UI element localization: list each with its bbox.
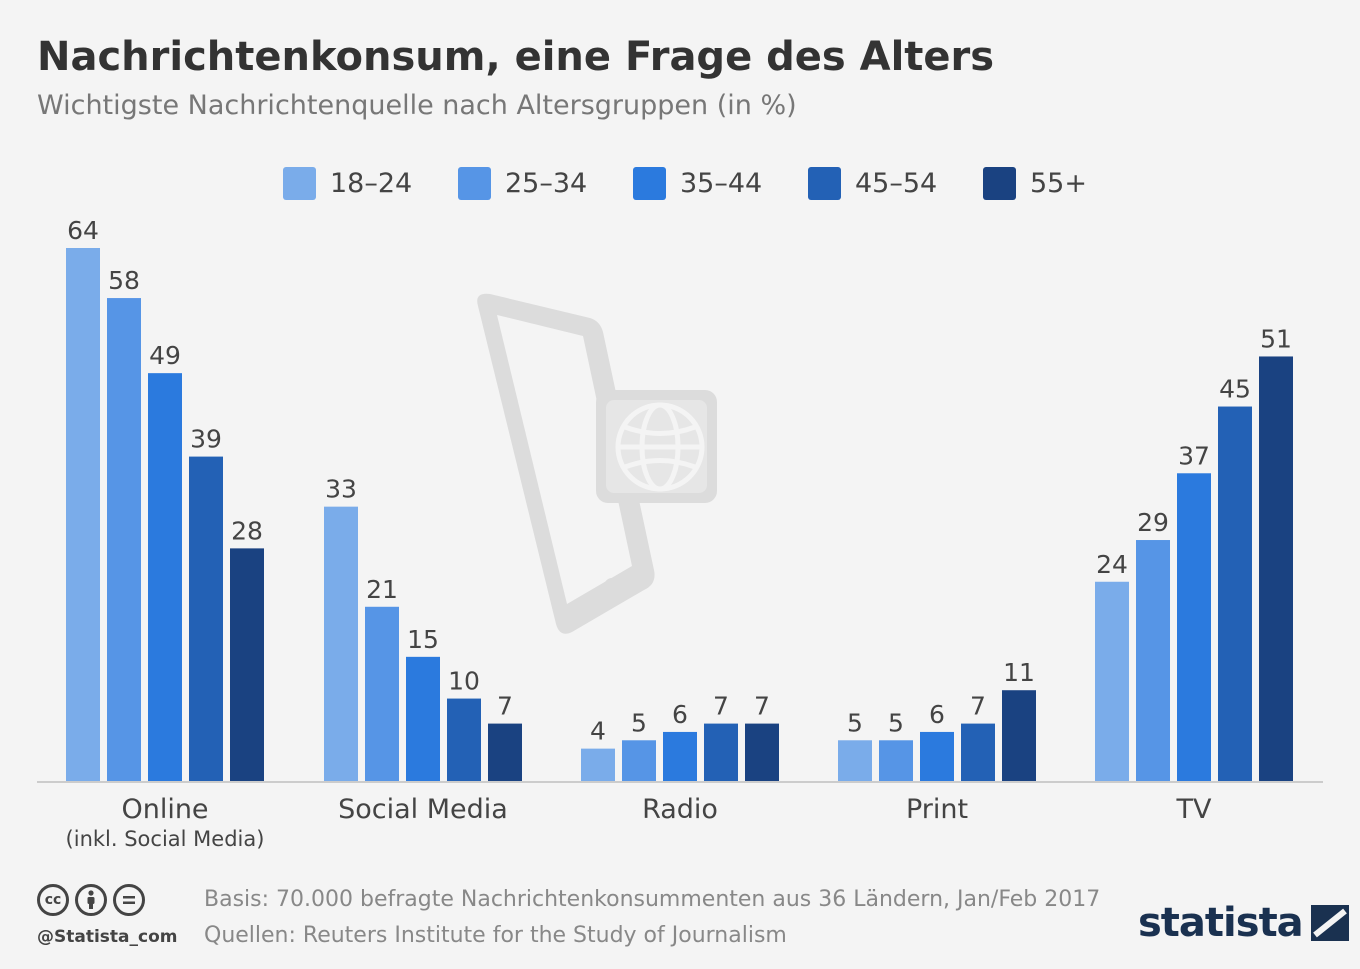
bar-value-label: 7 bbox=[713, 692, 729, 721]
legend-label: 35–44 bbox=[680, 167, 763, 199]
smartphone-globe-watermark-icon bbox=[477, 293, 717, 634]
legend-label: 18–24 bbox=[330, 167, 413, 199]
bar-value-label: 5 bbox=[631, 708, 647, 737]
bar bbox=[920, 731, 954, 782]
bar-value-label: 4 bbox=[590, 717, 606, 746]
legend-swatch bbox=[808, 166, 841, 200]
statista-handle: @Statista_com bbox=[37, 927, 178, 947]
attribution-icon bbox=[75, 884, 107, 916]
category-label: Online bbox=[121, 794, 208, 825]
category-label: Social Media bbox=[338, 794, 508, 825]
bar bbox=[406, 656, 440, 782]
bar bbox=[1177, 473, 1211, 782]
bar bbox=[879, 740, 913, 782]
bar bbox=[365, 606, 399, 782]
license-icons: cc bbox=[37, 884, 145, 916]
legend-item-45-54: 45–54 bbox=[808, 163, 983, 203]
bar-value-label: 7 bbox=[497, 692, 513, 721]
legend-swatch bbox=[983, 166, 1016, 200]
bar bbox=[189, 456, 223, 782]
legend-item-55-plus: 55+ bbox=[983, 163, 1158, 203]
sources-note: Quellen: Reuters Institute for the Study… bbox=[204, 923, 787, 948]
category-label: TV bbox=[1176, 794, 1212, 825]
legend-swatch bbox=[283, 166, 316, 200]
bar-value-label: 51 bbox=[1260, 324, 1292, 353]
bar bbox=[230, 548, 264, 782]
bar-value-label: 7 bbox=[754, 692, 770, 721]
bar-value-label: 29 bbox=[1137, 508, 1169, 537]
bar bbox=[745, 723, 779, 782]
bar bbox=[148, 373, 182, 782]
bar bbox=[1136, 540, 1170, 782]
bar-value-label: 64 bbox=[67, 216, 99, 245]
statista-logo-icon bbox=[1310, 905, 1349, 941]
basis-note: Basis: 70.000 befragte Nachrichtenkonsum… bbox=[204, 887, 1101, 912]
legend-label: 55+ bbox=[1030, 167, 1087, 199]
bar-value-label: 6 bbox=[929, 700, 945, 729]
bar-value-label: 58 bbox=[108, 266, 140, 295]
bar-value-label: 15 bbox=[407, 625, 439, 654]
bar-value-label: 10 bbox=[448, 667, 480, 696]
bar bbox=[622, 740, 656, 782]
bar bbox=[581, 748, 615, 782]
bar bbox=[1095, 581, 1129, 782]
category-labels-group: Online(inkl. Social Media) Social Media Ra… bbox=[66, 794, 1212, 851]
bar-value-label: 33 bbox=[325, 475, 357, 504]
bar bbox=[488, 723, 522, 782]
bar bbox=[1002, 690, 1036, 782]
chart-subtitle: Wichtigste Nachrichtenquelle nach Alters… bbox=[37, 90, 797, 121]
bar-value-label: 6 bbox=[672, 700, 688, 729]
chart-title: Nachrichtenkonsum, eine Frage des Alters bbox=[37, 34, 995, 80]
category-sublabel: (inkl. Social Media) bbox=[66, 827, 265, 851]
legend-label: 45–54 bbox=[855, 167, 938, 199]
bar-value-label: 21 bbox=[366, 575, 398, 604]
legend-swatch bbox=[633, 166, 666, 200]
bar-value-label: 24 bbox=[1096, 550, 1128, 579]
bar-value-label: 7 bbox=[970, 692, 986, 721]
bar-value-label: 37 bbox=[1178, 441, 1210, 470]
bar bbox=[324, 506, 358, 782]
legend-item-35-44: 35–44 bbox=[633, 163, 808, 203]
bar-value-label: 28 bbox=[231, 516, 263, 545]
cc-icon: cc bbox=[37, 884, 69, 916]
bar-value-label: 45 bbox=[1219, 375, 1251, 404]
bar-value-label: 5 bbox=[847, 708, 863, 737]
bar bbox=[1218, 406, 1252, 782]
bar bbox=[961, 723, 995, 782]
category-label: Print bbox=[906, 794, 968, 825]
bar bbox=[447, 698, 481, 782]
bar-value-label: 5 bbox=[888, 708, 904, 737]
no-derivatives-icon bbox=[113, 884, 145, 916]
bars-group bbox=[66, 248, 1293, 782]
bar-value-label: 11 bbox=[1003, 658, 1035, 687]
bar bbox=[1259, 356, 1293, 782]
legend-item-18-24: 18–24 bbox=[283, 163, 458, 203]
bar-value-label: 49 bbox=[149, 341, 181, 370]
legend-item-25-34: 25–34 bbox=[458, 163, 633, 203]
bar bbox=[663, 731, 697, 782]
bar bbox=[66, 248, 100, 782]
bar bbox=[704, 723, 738, 782]
bar bbox=[838, 740, 872, 782]
category-label: Radio bbox=[642, 794, 718, 825]
bar bbox=[107, 298, 141, 782]
legend-label: 25–34 bbox=[505, 167, 588, 199]
legend: 18–24 25–34 35–44 45–54 55+ bbox=[283, 163, 1158, 203]
legend-swatch bbox=[458, 166, 491, 200]
statista-wordmark: statista bbox=[1138, 900, 1304, 946]
bar-value-label: 39 bbox=[190, 425, 222, 454]
statista-logo: statista bbox=[1138, 900, 1349, 946]
